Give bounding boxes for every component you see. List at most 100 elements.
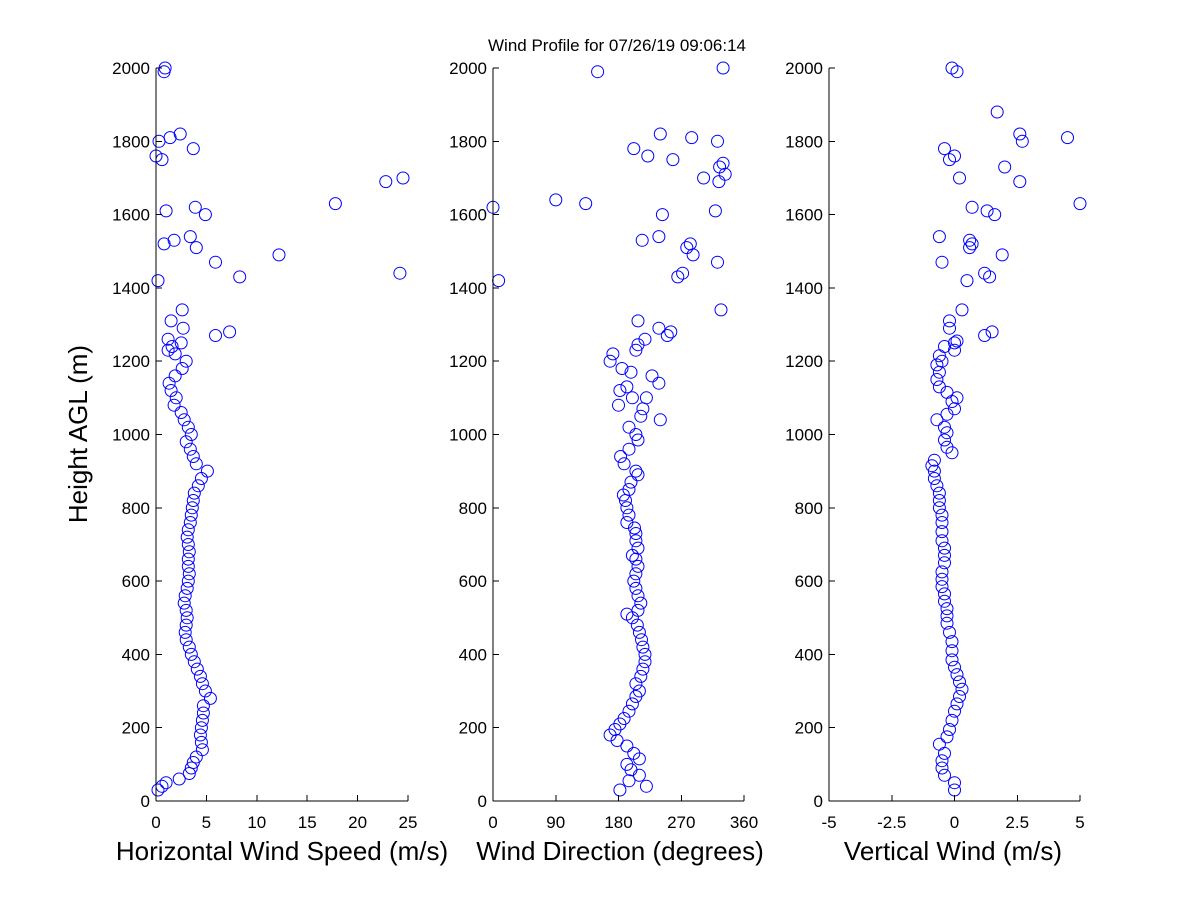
y-tick-label: 600 — [795, 572, 823, 591]
data-point — [193, 728, 207, 742]
data-point — [940, 730, 954, 744]
data-point — [953, 171, 966, 185]
data-point — [190, 662, 204, 676]
data-point — [985, 325, 999, 339]
y-tick-label: 1800 — [449, 132, 487, 151]
data-point — [950, 65, 964, 79]
data-point — [638, 332, 652, 346]
data-point — [925, 459, 939, 473]
data-point — [164, 384, 178, 397]
data-point — [943, 723, 956, 736]
data-point — [965, 200, 979, 214]
data-point — [943, 321, 956, 335]
data-point — [198, 208, 212, 222]
x-tick-label: 15 — [298, 813, 317, 832]
data-point — [624, 365, 638, 379]
data-point — [187, 486, 201, 500]
y-tick-label: 1000 — [785, 426, 823, 445]
data-point — [622, 483, 636, 496]
x-tick-label: 5 — [1075, 813, 1084, 832]
y-tick-label: 800 — [122, 499, 150, 518]
data-point — [620, 516, 634, 529]
data-point — [179, 633, 193, 647]
data-point — [203, 691, 217, 705]
data-point — [196, 699, 210, 713]
data-point — [638, 647, 652, 661]
y-tick-label: 2000 — [449, 59, 487, 78]
data-point — [960, 274, 974, 288]
data-point — [945, 635, 959, 649]
vertical-wind-axes: 0 200 400 600 800 1000 1200 1400 1600 1800 2000 -5 -… — [785, 59, 1085, 832]
data-point — [182, 567, 196, 581]
data-point — [168, 369, 182, 383]
data-point — [631, 589, 645, 603]
data-point — [938, 594, 951, 608]
data-point — [712, 175, 726, 189]
data-point — [629, 567, 643, 581]
data-point — [393, 266, 407, 280]
data-point — [940, 440, 954, 454]
data-point — [634, 596, 648, 610]
data-point — [927, 453, 941, 467]
data-point — [180, 530, 194, 544]
data-point — [938, 556, 951, 570]
data-point — [711, 134, 724, 148]
data-point — [620, 757, 634, 771]
data-point — [713, 160, 727, 174]
data-point — [579, 197, 593, 211]
data-point — [945, 653, 959, 667]
data-point — [940, 602, 954, 616]
y-tick-label: 1400 — [449, 279, 487, 298]
data-point — [930, 413, 944, 427]
data-point — [938, 142, 951, 156]
x-tick-label: 20 — [348, 813, 367, 832]
data-point — [948, 149, 961, 163]
data-point — [1015, 134, 1029, 148]
data-point — [617, 712, 631, 725]
wind-direction-panel: 0 200 400 600 800 1000 1200 1400 1600 1800 2000 0 90… — [449, 59, 764, 866]
data-point — [198, 684, 212, 698]
y-tick-label: 400 — [122, 645, 150, 664]
y-tick-label: 0 — [141, 792, 150, 811]
y-tick-label: 2000 — [112, 59, 150, 78]
y-tick-label: 600 — [459, 572, 487, 591]
data-point — [549, 193, 563, 207]
data-point — [591, 65, 605, 79]
data-point — [627, 142, 641, 156]
data-point — [940, 609, 954, 623]
data-point — [955, 682, 969, 696]
data-point — [157, 237, 171, 251]
data-point — [209, 329, 222, 342]
data-point — [639, 391, 653, 405]
data-point — [193, 669, 207, 683]
data-point — [627, 746, 641, 760]
data-point — [938, 768, 951, 782]
data-point — [988, 208, 1002, 222]
data-point — [1013, 175, 1027, 189]
data-point — [151, 274, 165, 288]
data-point — [183, 516, 197, 529]
data-point — [932, 501, 946, 515]
data-point — [655, 208, 669, 222]
data-point — [978, 329, 992, 342]
data-point — [711, 255, 724, 269]
data-point — [629, 581, 643, 595]
y-tick-label: 1000 — [112, 426, 150, 445]
figure-title: Wind Profile for 07/26/19 09:06:14 — [488, 36, 746, 55]
y-tick-label: 1200 — [785, 352, 823, 371]
data-point — [187, 655, 201, 669]
data-point — [181, 538, 195, 551]
y-tick-label: 1600 — [112, 206, 150, 225]
data-point — [683, 237, 697, 251]
data-point — [155, 779, 169, 793]
data-point — [603, 354, 617, 368]
data-point — [945, 713, 959, 727]
data-point — [194, 735, 208, 749]
data-point — [622, 442, 636, 456]
data-point — [186, 494, 200, 507]
data-point — [272, 248, 286, 262]
data-point — [612, 398, 625, 412]
data-point — [379, 175, 393, 189]
y-tick-label: 1600 — [449, 206, 487, 225]
data-point — [629, 534, 643, 548]
